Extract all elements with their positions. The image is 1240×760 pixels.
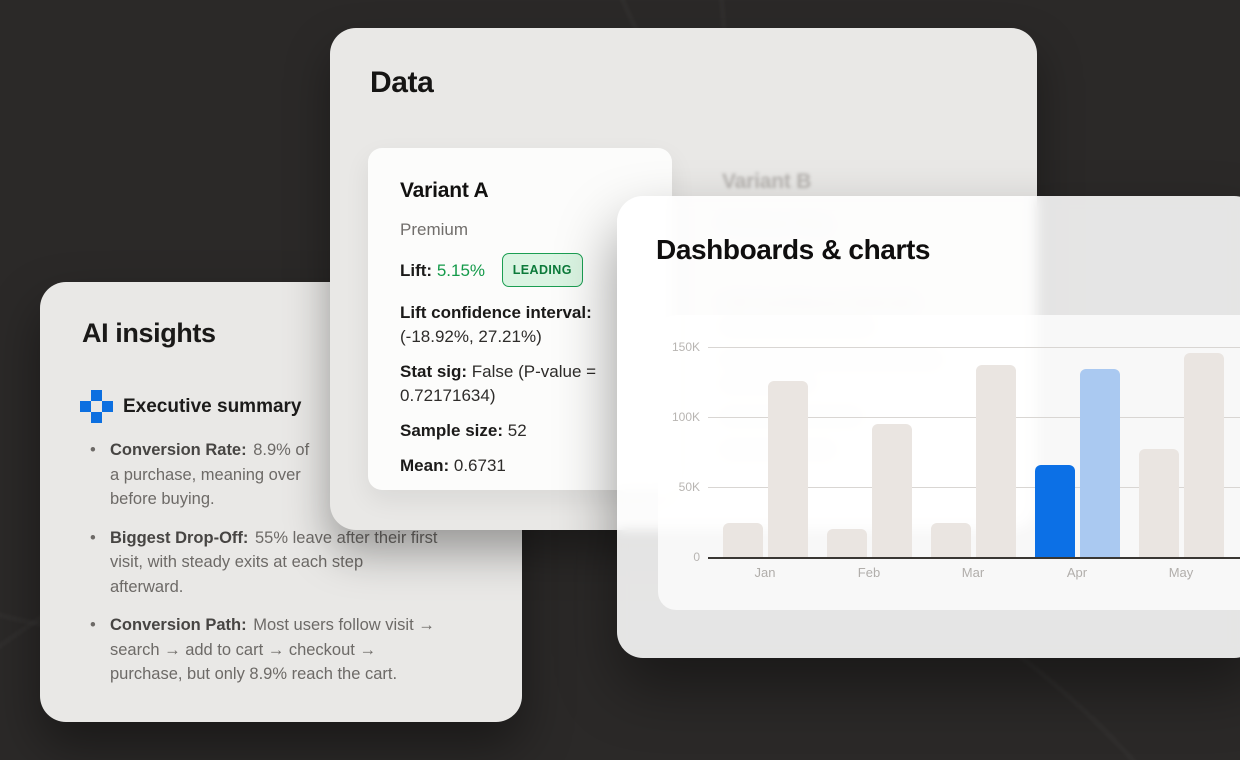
executive-summary-row: Executive summary <box>80 390 302 423</box>
bullet-label: Biggest Drop-Off: <box>110 528 249 547</box>
confidence-interval-row: Lift confidence interval: (-18.92%, 27.2… <box>400 301 640 349</box>
lift-value: 5.15% <box>436 261 486 280</box>
insight-bullet: • Conversion Rate: 8.9% of a purchase, me… <box>88 438 508 512</box>
mean-value: 0.6731 <box>453 456 506 475</box>
variant-a-plan: Premium <box>400 220 469 239</box>
bar-mar-primary <box>930 523 971 557</box>
variant-a-name: Variant A <box>400 179 489 202</box>
ci-label: Lift confidence interval: <box>400 303 592 322</box>
bar-feb-secondary <box>871 424 912 557</box>
bullet-label: Conversion Rate: <box>110 441 247 459</box>
bullet-text: 55% leave after their first visit, with … <box>110 528 438 596</box>
leading-badge: LEADING <box>501 253 583 287</box>
sample-size-label: Sample size: <box>400 421 503 440</box>
lift-row: Lift: 5.15% LEADING <box>400 253 640 289</box>
insight-bullet: • Biggest Drop-Off: 55% leave after their… <box>88 526 508 600</box>
x-axis-label-may: May <box>1168 565 1194 580</box>
stat-sig-row: Stat sig: False (P-value = 0.72171634) <box>400 360 640 408</box>
bar-apr-primary <box>1034 464 1075 557</box>
bullet-text: Most users follow visit → search → add t… <box>110 616 435 683</box>
y-axis-tick-label: 50K <box>678 480 700 494</box>
executive-summary-title: Executive summary <box>123 395 302 417</box>
x-axis-baseline <box>708 557 1240 559</box>
ai-insights-title: AI insights <box>82 318 216 348</box>
insight-bullet-list: • Conversion Rate: 8.9% of a purchase, me… <box>88 438 508 701</box>
bar-may-primary <box>1138 449 1179 557</box>
sample-size-row: Sample size: 52 <box>400 419 640 443</box>
bullet-text: 8.9% of a purchase, meaning over before … <box>110 441 310 508</box>
gridline <box>708 347 1240 348</box>
lift-label: Lift: <box>400 261 433 280</box>
sample-size-value: 52 <box>507 421 527 440</box>
bullet-dot: • <box>90 616 96 634</box>
bar-may-secondary <box>1183 352 1224 557</box>
bullet-dot: • <box>90 528 96 547</box>
bar-apr-secondary <box>1079 369 1120 557</box>
stat-sig-value: False (P-value = 0.72171634) <box>400 362 597 405</box>
bar-jan-secondary <box>767 380 808 557</box>
gridline <box>708 487 1240 488</box>
bar-jan-primary <box>722 523 763 557</box>
y-axis-tick-label: 150K <box>671 340 700 354</box>
gridline <box>708 417 1240 418</box>
x-axis-label-feb: Feb <box>857 565 881 580</box>
y-axis-tick-label: 100K <box>671 410 700 424</box>
x-axis-label-mar: Mar <box>961 565 985 580</box>
data-card-title: Data <box>370 66 434 99</box>
x-axis-label-apr: Apr <box>1066 565 1088 580</box>
bar-feb-primary <box>826 529 867 557</box>
mean-row: Mean: 0.6731 <box>400 454 640 478</box>
sparkle-plus-icon <box>80 390 113 423</box>
dashboards-charts-card: Dashboards & charts 150K 100K 50K 0 Jan Feb Ma… <box>617 196 1240 658</box>
dashboards-charts-title: Dashboards & charts <box>656 234 931 265</box>
x-axis-label-jan: Jan <box>754 565 776 580</box>
bullet-label: Conversion Path: <box>110 616 247 634</box>
y-axis-tick-label: 0 <box>693 550 700 564</box>
bar-mar-secondary <box>975 365 1016 557</box>
bullet-dot: • <box>90 441 96 459</box>
ci-value: (-18.92%, 27.21%) <box>400 327 542 346</box>
stat-sig-label: Stat sig: <box>400 362 468 381</box>
variant-b-name: Variant B <box>722 170 812 193</box>
insight-bullet: • Conversion Path: Most users follow visi… <box>88 613 508 687</box>
bar-chart-panel: 150K 100K 50K 0 Jan Feb Mar Apr May <box>658 315 1240 610</box>
mean-label: Mean: <box>400 456 450 475</box>
